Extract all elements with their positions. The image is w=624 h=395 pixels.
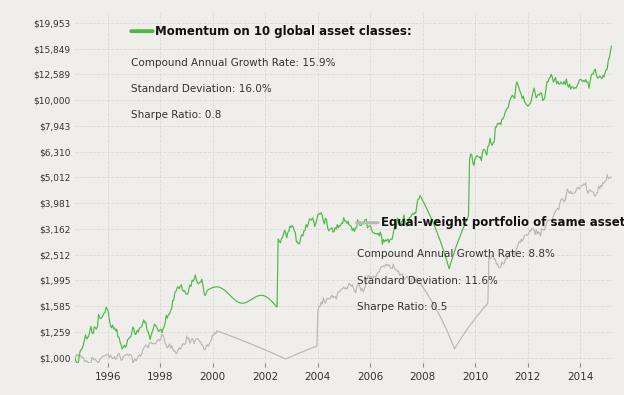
Text: Sharpe Ratio: 0.8: Sharpe Ratio: 0.8 xyxy=(131,110,222,120)
Text: Equal-weight portfolio of same assets:: Equal-weight portfolio of same assets: xyxy=(381,216,624,229)
Text: Standard Deviation: 16.0%: Standard Deviation: 16.0% xyxy=(131,84,272,94)
Text: Compound Annual Growth Rate: 8.8%: Compound Annual Growth Rate: 8.8% xyxy=(357,249,555,259)
Text: Compound Annual Growth Rate: 15.9%: Compound Annual Growth Rate: 15.9% xyxy=(131,58,336,68)
Text: Momentum on 10 global asset classes:: Momentum on 10 global asset classes: xyxy=(155,24,412,38)
Text: Standard Deviation: 11.6%: Standard Deviation: 11.6% xyxy=(357,276,497,286)
Text: Sharpe Ratio: 0.5: Sharpe Ratio: 0.5 xyxy=(357,302,447,312)
